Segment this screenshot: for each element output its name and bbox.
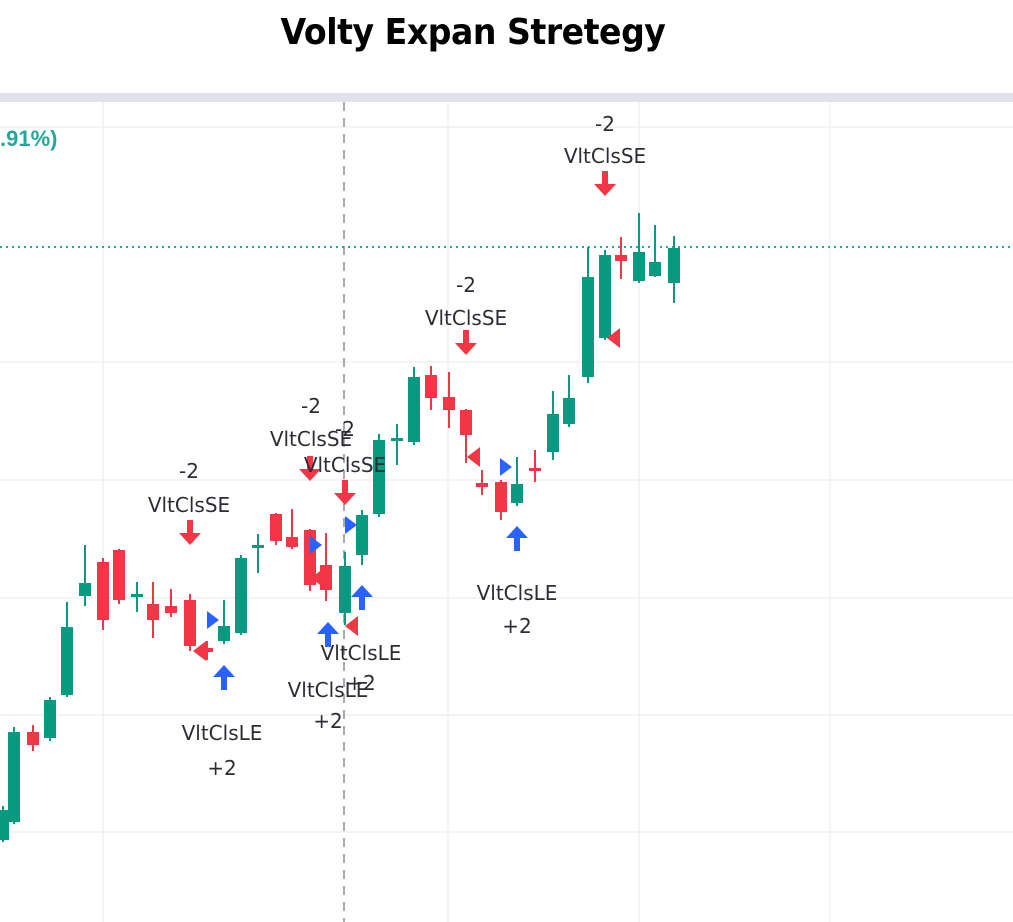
- order-signal-label: VltClsLE: [288, 678, 369, 702]
- candle-body[interactable]: [218, 626, 230, 641]
- order-qty-label: +2: [313, 709, 342, 733]
- candle-body[interactable]: [286, 537, 298, 547]
- candle-body[interactable]: [270, 514, 282, 541]
- order-qty-label: -2: [595, 112, 615, 136]
- chart-title: Volty Expan Stretegy: [280, 12, 666, 53]
- candle-body[interactable]: [356, 515, 368, 555]
- order-qty-label: -2: [456, 273, 476, 297]
- candle-body[interactable]: [668, 248, 680, 283]
- candle-body[interactable]: [476, 483, 488, 487]
- order-signal-label: VltClsLE: [477, 581, 558, 605]
- candle-body[interactable]: [563, 398, 575, 424]
- order-signal-label: VltClsSE: [564, 144, 646, 168]
- buy-arrow-icon: [506, 526, 528, 551]
- short-flag-icon: [345, 616, 358, 636]
- long-flag-icon: [310, 536, 322, 554]
- sell-arrow-icon: [179, 520, 201, 545]
- candle-body[interactable]: [373, 440, 385, 514]
- candle-body[interactable]: [339, 566, 351, 613]
- candle-body[interactable]: [495, 482, 507, 512]
- sell-arrow-icon: [334, 480, 356, 505]
- sell-arrow-icon: [594, 171, 616, 196]
- price-change-percent: .91%): [0, 126, 58, 151]
- short-flag-icon: [193, 641, 206, 661]
- candle-body[interactable]: [27, 732, 39, 745]
- candle-body[interactable]: [425, 375, 437, 398]
- candle-body[interactable]: [615, 255, 627, 261]
- candle-body[interactable]: [408, 377, 420, 442]
- candle-body[interactable]: [252, 545, 264, 548]
- order-qty-label: +2: [207, 756, 236, 780]
- candle-body[interactable]: [235, 558, 247, 633]
- order-signal-label: VltClsSE: [270, 427, 352, 451]
- long-flag-icon: [345, 516, 357, 534]
- sell-arrow-icon: [299, 456, 321, 481]
- candle-body[interactable]: [443, 397, 455, 410]
- long-flag-icon: [207, 611, 219, 629]
- order-qty-label: -2: [179, 459, 199, 483]
- order-qty-label: -2: [335, 417, 355, 441]
- candle-body[interactable]: [97, 562, 109, 620]
- short-flag-icon: [607, 328, 620, 348]
- order-qty-label: +2: [346, 671, 375, 695]
- short-flag-icon: [311, 568, 324, 588]
- order-qty-label: +2: [502, 614, 531, 638]
- candle-body[interactable]: [547, 414, 559, 452]
- candle-body[interactable]: [582, 277, 594, 377]
- candle-body[interactable]: [44, 700, 56, 738]
- candle-body[interactable]: [131, 594, 143, 597]
- short-flag-icon: [467, 447, 480, 467]
- order-signal-label: VltClsLE: [321, 641, 402, 665]
- buy-arrow-icon: [351, 585, 373, 610]
- order-signal-label: VltClsSE: [425, 306, 507, 330]
- buy-arrow-icon: [213, 665, 235, 690]
- order-signal-label: VltClsSE: [304, 453, 386, 477]
- candle-body[interactable]: [201, 648, 213, 652]
- candle-body[interactable]: [511, 484, 523, 503]
- sell-arrow-icon: [455, 330, 477, 355]
- chart-top-bar: [0, 93, 1013, 102]
- order-qty-label: -2: [301, 394, 321, 418]
- candle-body[interactable]: [391, 438, 403, 441]
- candle-body[interactable]: [649, 262, 661, 276]
- order-signal-label: VltClsLE: [182, 721, 263, 745]
- candle-body[interactable]: [113, 550, 125, 600]
- candle-body[interactable]: [8, 732, 20, 822]
- candle-body[interactable]: [147, 604, 159, 620]
- buy-arrow-icon: [317, 622, 339, 647]
- candle-body[interactable]: [633, 252, 645, 281]
- candle-body[interactable]: [79, 583, 91, 596]
- long-flag-icon: [500, 458, 512, 476]
- candle-body[interactable]: [184, 600, 196, 646]
- candle-body[interactable]: [529, 468, 541, 471]
- order-signal-label: VltClsSE: [148, 493, 230, 517]
- candle-body[interactable]: [460, 410, 472, 435]
- candle-body[interactable]: [0, 810, 9, 840]
- candle-body[interactable]: [165, 606, 177, 613]
- candle-body[interactable]: [599, 255, 611, 338]
- candle-body[interactable]: [61, 627, 73, 695]
